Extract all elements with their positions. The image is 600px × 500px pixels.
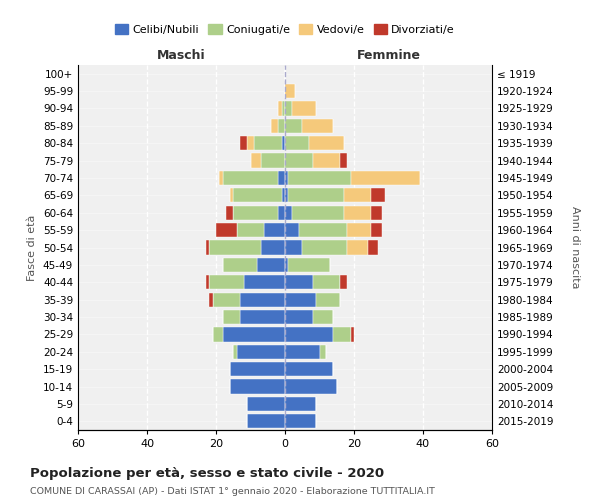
Bar xyxy=(350,328,354,342)
Bar xyxy=(313,275,340,289)
Bar xyxy=(344,188,371,202)
Bar xyxy=(251,154,261,168)
Bar xyxy=(220,171,223,185)
Bar xyxy=(281,188,285,202)
Bar xyxy=(371,188,385,202)
Bar xyxy=(285,102,292,116)
Bar xyxy=(206,240,209,254)
Legend: Celibi/Nubili, Coniugati/e, Vedovi/e, Divorziati/e: Celibi/Nubili, Coniugati/e, Vedovi/e, Di… xyxy=(110,20,460,39)
Bar xyxy=(212,328,223,342)
Text: Maschi: Maschi xyxy=(157,48,206,62)
Bar xyxy=(371,223,382,237)
Bar xyxy=(212,292,240,307)
Bar xyxy=(347,223,371,237)
Bar xyxy=(278,171,285,185)
Bar xyxy=(209,240,261,254)
Bar xyxy=(285,136,309,150)
Bar xyxy=(289,171,350,185)
Bar xyxy=(302,240,347,254)
Bar xyxy=(340,154,347,168)
Text: Femmine: Femmine xyxy=(356,48,421,62)
Bar xyxy=(285,118,302,133)
Bar xyxy=(278,206,285,220)
Bar xyxy=(313,154,340,168)
Y-axis label: Anni di nascita: Anni di nascita xyxy=(570,206,580,289)
Bar xyxy=(216,223,237,237)
Bar xyxy=(261,154,285,168)
Bar xyxy=(371,206,382,220)
Text: Popolazione per età, sesso e stato civile - 2020: Popolazione per età, sesso e stato civil… xyxy=(30,468,384,480)
Bar xyxy=(285,414,316,428)
Bar xyxy=(240,310,285,324)
Bar xyxy=(226,206,233,220)
Bar xyxy=(289,258,330,272)
Bar xyxy=(347,240,368,254)
Bar xyxy=(309,136,344,150)
Bar xyxy=(230,380,285,394)
Y-axis label: Fasce di età: Fasce di età xyxy=(28,214,37,280)
Bar xyxy=(285,258,289,272)
Bar xyxy=(285,292,316,307)
Bar xyxy=(254,136,281,150)
Bar xyxy=(285,154,313,168)
Bar xyxy=(271,118,278,133)
Bar xyxy=(285,380,337,394)
Bar xyxy=(285,397,316,411)
Bar xyxy=(281,102,285,116)
Bar xyxy=(334,328,350,342)
Bar xyxy=(285,223,299,237)
Bar xyxy=(261,240,285,254)
Bar xyxy=(281,136,285,150)
Bar xyxy=(278,102,281,116)
Bar xyxy=(285,310,313,324)
Bar xyxy=(368,240,378,254)
Bar xyxy=(285,275,313,289)
Bar xyxy=(230,188,233,202)
Bar xyxy=(209,292,212,307)
Bar xyxy=(292,206,344,220)
Bar xyxy=(285,188,289,202)
Bar xyxy=(292,102,316,116)
Bar xyxy=(340,275,347,289)
Bar xyxy=(278,118,285,133)
Bar xyxy=(285,84,295,98)
Bar xyxy=(233,206,278,220)
Bar xyxy=(237,344,285,359)
Bar xyxy=(223,258,257,272)
Bar xyxy=(285,240,302,254)
Bar xyxy=(320,344,326,359)
Bar xyxy=(206,275,209,289)
Bar xyxy=(233,188,281,202)
Bar xyxy=(285,344,320,359)
Bar xyxy=(237,223,265,237)
Bar xyxy=(247,397,285,411)
Bar xyxy=(257,258,285,272)
Bar xyxy=(285,362,334,376)
Bar xyxy=(302,118,334,133)
Bar xyxy=(223,171,278,185)
Bar xyxy=(316,292,340,307)
Bar xyxy=(299,223,347,237)
Bar xyxy=(344,206,371,220)
Text: COMUNE DI CARASSAI (AP) - Dati ISTAT 1° gennaio 2020 - Elaborazione TUTTITALIA.I: COMUNE DI CARASSAI (AP) - Dati ISTAT 1° … xyxy=(30,488,435,496)
Bar xyxy=(285,206,292,220)
Bar xyxy=(240,136,247,150)
Bar xyxy=(285,328,334,342)
Bar xyxy=(209,275,244,289)
Bar xyxy=(289,188,344,202)
Bar xyxy=(230,362,285,376)
Bar xyxy=(223,310,240,324)
Bar xyxy=(285,171,289,185)
Bar xyxy=(244,275,285,289)
Bar xyxy=(233,344,237,359)
Bar xyxy=(247,136,254,150)
Bar xyxy=(223,328,285,342)
Bar xyxy=(313,310,334,324)
Bar xyxy=(350,171,419,185)
Bar xyxy=(247,414,285,428)
Bar xyxy=(240,292,285,307)
Bar xyxy=(265,223,285,237)
